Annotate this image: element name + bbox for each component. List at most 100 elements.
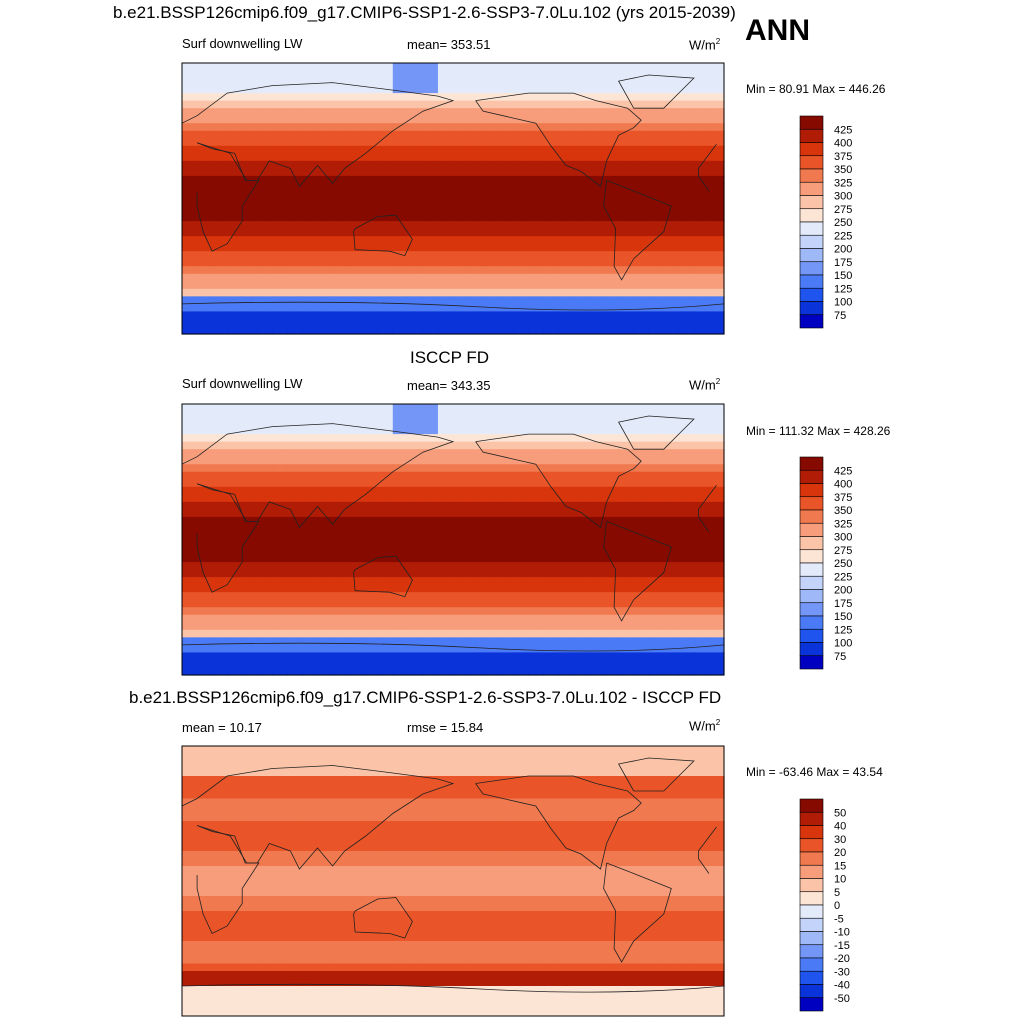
map-cell [242, 776, 258, 785]
map-cell [437, 888, 454, 897]
map-cell [287, 836, 304, 845]
map-cell [678, 791, 695, 800]
map-cell [618, 798, 635, 807]
map-cell [558, 836, 575, 845]
colorbar-box [799, 957, 824, 972]
map-cell [347, 821, 364, 830]
map-cell [377, 221, 394, 230]
map-cell [182, 993, 198, 1002]
map-cell [227, 296, 243, 305]
map-cell [287, 153, 304, 162]
map-cell [543, 464, 559, 473]
map-cell [317, 821, 334, 830]
map-cell [693, 326, 710, 335]
map-cell [197, 776, 213, 785]
map-cell [302, 213, 319, 222]
map-cell [588, 206, 605, 215]
map-cell [588, 911, 605, 920]
map-cell [407, 1008, 424, 1017]
map-cell [633, 311, 650, 320]
map-cell [543, 411, 559, 420]
map-cell [573, 1008, 590, 1017]
map-cell [483, 622, 499, 631]
map-cell [663, 494, 680, 503]
map-cell [528, 258, 544, 267]
map-cell [588, 776, 605, 785]
map-cell [332, 896, 349, 905]
map-cell [558, 986, 575, 995]
map-cell [513, 426, 529, 435]
map-cell [633, 851, 650, 860]
map-cell [272, 978, 288, 987]
map-cell [708, 761, 725, 770]
map-cell [618, 873, 635, 882]
map-cell [648, 449, 665, 458]
map-cell [588, 1001, 605, 1010]
map-cell [603, 986, 620, 995]
map-cell [287, 228, 304, 237]
map-cell [633, 138, 650, 147]
map-cell [317, 85, 334, 94]
map-cell [257, 986, 273, 995]
map-cell [633, 419, 650, 428]
map-cell [588, 531, 605, 541]
map-cell [588, 190, 605, 200]
map-cell [227, 813, 243, 822]
map-cell [347, 190, 364, 200]
map-cell [362, 843, 379, 852]
map-cell [332, 851, 349, 860]
map-cell [633, 761, 650, 770]
map-cell [558, 426, 575, 435]
colorbar-tick-label: -5 [834, 913, 844, 925]
map-cell [377, 659, 394, 669]
panel3-rmse-value: 15.84 [450, 720, 484, 735]
map-cell [558, 486, 575, 495]
map-cell [678, 426, 695, 435]
map-cell [588, 828, 605, 837]
map-cell [242, 903, 258, 912]
map-cell [392, 311, 409, 320]
map-cell [528, 145, 544, 154]
map-cell [377, 434, 394, 443]
map-cell [543, 881, 559, 890]
map-cell [272, 592, 288, 601]
map-cell [242, 986, 258, 995]
map-cell [302, 266, 319, 275]
map-cell [633, 607, 650, 616]
colorbar-tick-label: 300 [834, 191, 852, 203]
map-cell [377, 963, 394, 972]
map-cell [453, 190, 469, 200]
map-cell [483, 637, 499, 646]
map-cell [182, 584, 198, 593]
map-cell [468, 813, 484, 822]
map-cell [663, 115, 680, 124]
map-cell [302, 509, 319, 518]
map-cell [618, 296, 635, 305]
map-cell [377, 956, 394, 965]
map-cell [287, 70, 304, 79]
map-cell [558, 963, 575, 972]
map-cell [362, 584, 379, 593]
map-cell [633, 637, 650, 646]
coastline-5 [617, 74, 695, 109]
map-cell [528, 926, 544, 935]
map-cell [618, 614, 635, 623]
map-cell [332, 761, 349, 770]
map-cell [362, 123, 379, 132]
map-cell [648, 821, 665, 830]
map-cell [528, 629, 544, 638]
map-cell [468, 160, 484, 169]
map-cell [603, 926, 620, 935]
map-cell [227, 933, 243, 942]
map-cell [468, 652, 484, 661]
map-cell [633, 888, 650, 897]
map-cell [197, 175, 213, 185]
map-cell [543, 768, 559, 777]
map-cell [332, 607, 349, 616]
map-cell [648, 100, 665, 109]
map-cell [227, 190, 243, 200]
map-cell [332, 434, 349, 443]
map-cell [407, 479, 424, 488]
map-cell [543, 798, 559, 807]
colorbar-tick-label: -30 [834, 966, 850, 978]
